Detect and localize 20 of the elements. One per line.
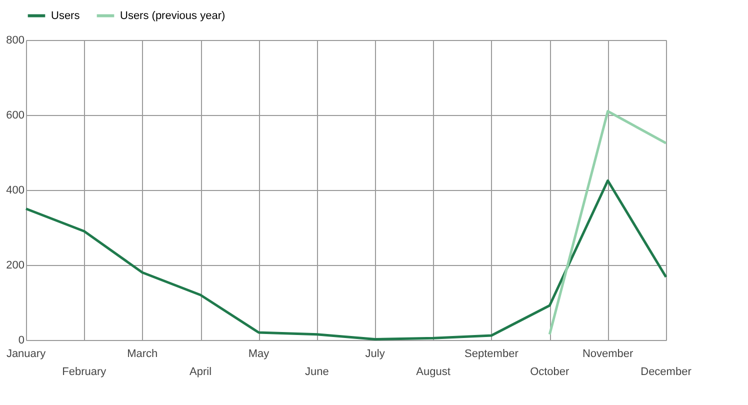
y-tick-label: 0 [18, 334, 24, 346]
x-tick-label: August [416, 366, 450, 378]
x-tick-label: April [190, 366, 212, 378]
y-tick-label: 600 [6, 110, 24, 122]
x-tick-label: May [248, 348, 270, 360]
x-tick-label: December [640, 366, 692, 378]
y-tick-label: 400 [6, 184, 24, 196]
legend-label: Users (previous year) [120, 10, 226, 22]
legend-label: Users [51, 10, 80, 22]
x-tick-label: July [365, 348, 386, 360]
line-series [24, 179, 668, 340]
x-tick-label: June [304, 366, 329, 378]
x-tick-label: November [582, 348, 634, 360]
x-tick-label: September [464, 348, 519, 360]
y-tick-label: 200 [6, 260, 24, 272]
x-tick-label: February [62, 366, 107, 378]
x-tick-label: January [6, 348, 46, 360]
x-tick-label: October [530, 366, 570, 378]
x-tick-label: March [127, 348, 158, 360]
y-tick-label: 800 [6, 34, 24, 46]
